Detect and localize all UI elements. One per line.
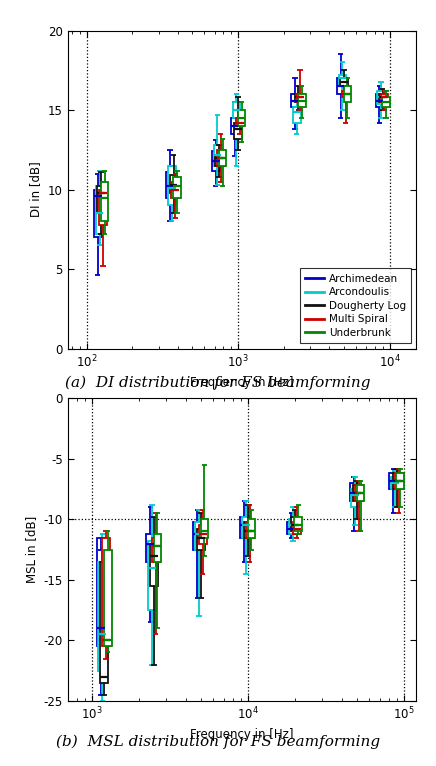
Bar xyxy=(339,75,346,87)
Text: (a)  DI distribution for FS beamforming: (a) DI distribution for FS beamforming xyxy=(65,376,371,390)
Bar xyxy=(102,538,110,647)
Bar xyxy=(166,172,174,198)
Bar xyxy=(170,175,177,193)
Bar xyxy=(153,534,161,561)
Bar xyxy=(148,541,156,610)
Bar xyxy=(381,94,388,102)
Bar xyxy=(214,145,221,165)
Bar xyxy=(395,473,402,489)
Bar xyxy=(296,94,304,102)
Bar xyxy=(357,486,364,501)
Legend: Archimedean, Arcondoulis, Dougherty Log, Multi Spiral, Underbrunk: Archimedean, Arcondoulis, Dougherty Log,… xyxy=(300,268,411,343)
Bar xyxy=(248,519,255,538)
Bar xyxy=(382,97,390,107)
Bar xyxy=(168,165,176,205)
Bar xyxy=(337,78,344,94)
Bar xyxy=(197,529,205,550)
Bar xyxy=(293,107,300,123)
Bar xyxy=(342,91,350,97)
Bar xyxy=(101,182,109,221)
Bar xyxy=(375,94,383,107)
Y-axis label: DI in [dB]: DI in [dB] xyxy=(29,162,42,218)
Bar xyxy=(291,94,299,107)
Bar xyxy=(194,522,201,550)
Bar xyxy=(97,186,105,214)
Bar xyxy=(215,155,223,165)
Bar xyxy=(199,525,207,544)
Bar xyxy=(244,522,252,538)
Bar xyxy=(396,473,404,489)
Bar xyxy=(291,517,299,532)
Bar xyxy=(241,517,248,538)
Bar xyxy=(344,87,351,102)
Bar xyxy=(293,522,300,534)
Bar xyxy=(295,94,302,102)
Bar xyxy=(234,123,242,139)
Bar xyxy=(389,473,397,489)
Bar xyxy=(294,517,302,532)
Bar xyxy=(298,94,306,107)
Bar xyxy=(233,102,240,118)
Y-axis label: MSL in [dB]: MSL in [dB] xyxy=(25,516,38,583)
Bar xyxy=(217,150,225,165)
Bar xyxy=(289,519,297,534)
X-axis label: Frequency in [Hz]: Frequency in [Hz] xyxy=(190,375,294,388)
Bar xyxy=(287,522,295,534)
Bar xyxy=(146,534,154,561)
Bar xyxy=(246,522,254,538)
Bar xyxy=(195,522,203,550)
Bar xyxy=(340,78,348,87)
Bar xyxy=(377,91,385,103)
Bar xyxy=(150,544,158,586)
Bar xyxy=(355,486,363,501)
Bar xyxy=(391,477,399,489)
Bar xyxy=(379,94,387,102)
Bar xyxy=(94,190,102,237)
Bar xyxy=(350,483,358,501)
Bar xyxy=(238,110,245,126)
Bar xyxy=(242,517,250,538)
Bar xyxy=(212,152,220,171)
Text: (b)  MSL distribution for FS beamforming: (b) MSL distribution for FS beamforming xyxy=(56,735,380,748)
Bar xyxy=(171,182,179,198)
Bar xyxy=(236,118,244,126)
Bar xyxy=(97,538,105,647)
Bar xyxy=(96,186,103,234)
Bar xyxy=(152,538,160,561)
Bar xyxy=(104,550,112,647)
Bar xyxy=(353,486,361,501)
Bar xyxy=(99,190,107,224)
Bar xyxy=(219,150,226,165)
Bar xyxy=(231,118,238,134)
X-axis label: Frequency in [Hz]: Frequency in [Hz] xyxy=(190,728,294,741)
Bar xyxy=(351,489,359,507)
Bar xyxy=(173,177,181,198)
Bar xyxy=(100,561,108,683)
Bar xyxy=(393,473,401,489)
Bar xyxy=(99,561,106,671)
Bar xyxy=(201,519,208,538)
